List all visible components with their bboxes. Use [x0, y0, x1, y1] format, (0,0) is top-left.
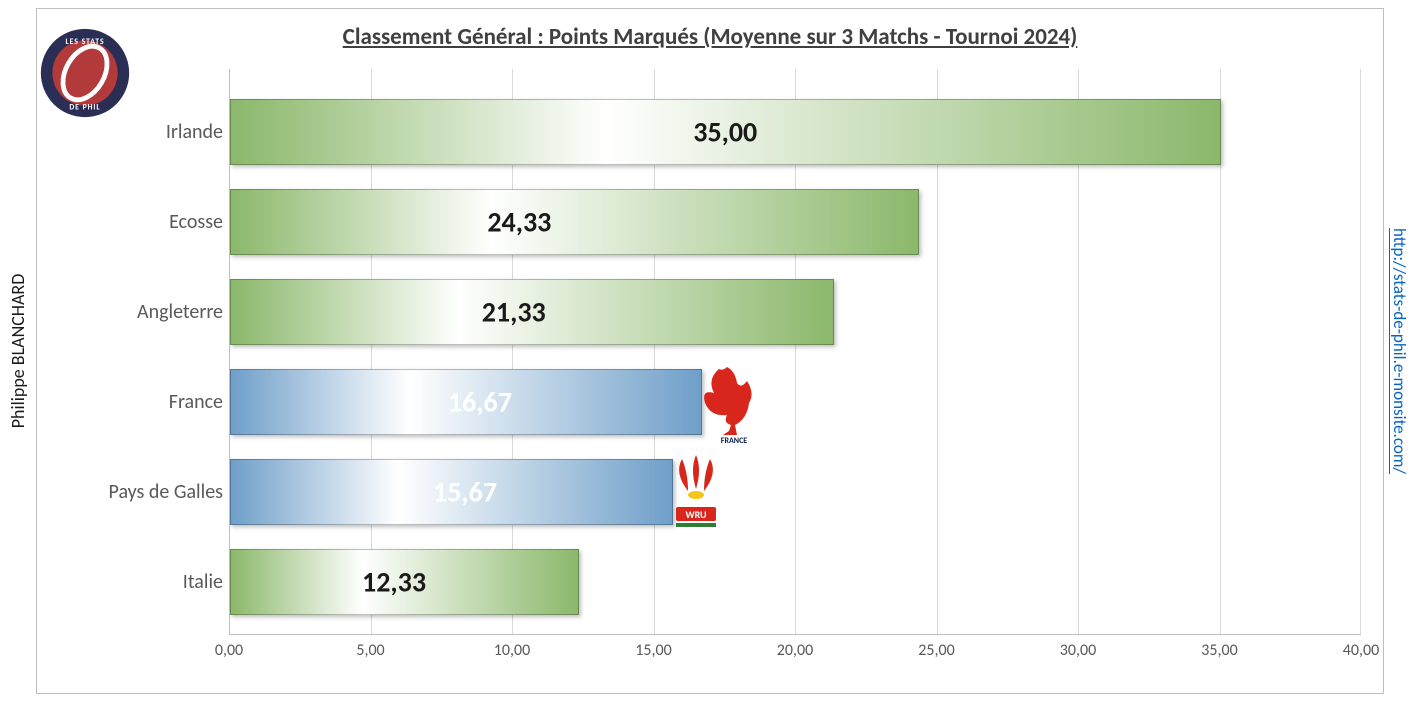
bar-row-france: 16,67 FRANCE RUGBY — [229, 369, 1361, 435]
bar-value-label: 35,00 — [693, 115, 757, 150]
x-tick-label: 10,00 — [494, 641, 530, 660]
bar-italie: 12,33 — [230, 549, 579, 615]
source-url-link[interactable]: http://stats-de-phil.e-monsite.com/ — [1389, 228, 1410, 474]
category-label: Irlande — [43, 120, 223, 144]
svg-text:DE PHIL: DE PHIL — [69, 103, 100, 112]
category-label: Ecosse — [43, 210, 223, 234]
category-label: Angleterre — [43, 300, 223, 324]
svg-text:RUGBY: RUGBY — [722, 444, 746, 445]
x-tick-label: 40,00 — [1343, 641, 1379, 660]
x-tick-label: 35,00 — [1201, 641, 1237, 660]
bar-value-label: 21,33 — [482, 295, 546, 330]
x-tick-label: 0,00 — [215, 641, 243, 660]
x-tick-label: 15,00 — [635, 641, 671, 660]
bar-value-label: 15,67 — [433, 475, 497, 510]
category-label: France — [43, 390, 223, 414]
bar-row-irlande: 35,00 — [229, 99, 1361, 165]
x-axis — [229, 634, 1361, 635]
author-label: Philippe BLANCHARD — [7, 274, 29, 429]
category-label: Pays de Galles — [43, 480, 223, 504]
svg-text:LES STATS: LES STATS — [65, 38, 104, 47]
stats-logo-icon: LES STATS DE PHIL — [37, 25, 133, 121]
bar-france: 16,67 FRANCE RUGBY — [230, 369, 702, 435]
bar-irlande: 35,00 — [230, 99, 1221, 165]
plot-area: 35,00 24,33 21,33 16,67 FRANCE RUGBY — [229, 69, 1361, 635]
bar-value-label: 12,33 — [362, 565, 426, 600]
y-axis — [229, 69, 230, 635]
bar-row-italie: 12,33 — [229, 549, 1361, 615]
bar-ecosse: 24,33 — [230, 189, 919, 255]
x-tick-label: 20,00 — [777, 641, 813, 660]
bar-value-label: 24,33 — [487, 205, 551, 240]
x-tick-label: 5,00 — [356, 641, 384, 660]
chart-frame: Classement Général : Points Marqués (Moy… — [36, 8, 1384, 694]
chart-title: Classement Général : Points Marqués (Moy… — [343, 23, 1078, 51]
x-tick-label: 25,00 — [918, 641, 954, 660]
bar-row-angleterre: 21,33 — [229, 279, 1361, 345]
category-label: Italie — [43, 570, 223, 594]
wru-icon: WRU — [668, 449, 724, 535]
bar-row-galles: 15,67 WRU — [229, 459, 1361, 525]
bar-angleterre: 21,33 — [230, 279, 834, 345]
bar-galles: 15,67 WRU — [230, 459, 673, 525]
bar-value-label: 16,67 — [448, 385, 512, 420]
bar-row-ecosse: 24,33 — [229, 189, 1361, 255]
x-tick-label: 30,00 — [1060, 641, 1096, 660]
france-rugby-icon: FRANCE RUGBY — [699, 359, 769, 445]
svg-text:WRU: WRU — [686, 508, 707, 521]
